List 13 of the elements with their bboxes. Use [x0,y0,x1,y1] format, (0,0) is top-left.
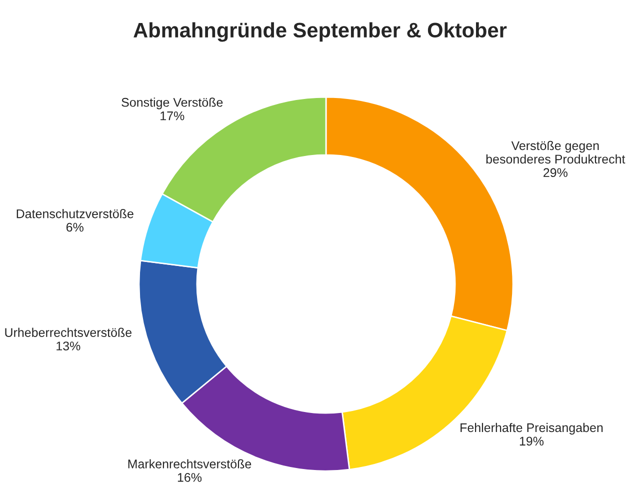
slice-label: Sonstige Verstöße [122,98,223,110]
chart-title: Abmahngründe September & Oktober [134,22,507,42]
slice-label: Fehlerhafte Preisangaben [460,422,603,435]
slice-label: Datenschutzverstöße [16,209,134,218]
slice-label: Verstöße gegen besonderes Produktrecht [486,140,626,164]
data-label: 6% [66,222,84,232]
slice-label: Markenrechtsverstöße [128,459,252,468]
data-label: 16% [178,473,202,482]
slice-label: Urheberrechtsverstöße [5,328,132,337]
data-label: 17% [160,111,184,120]
data-label: 19% [520,436,544,446]
data-label: 13% [56,342,80,350]
data-label: 29% [544,168,568,178]
